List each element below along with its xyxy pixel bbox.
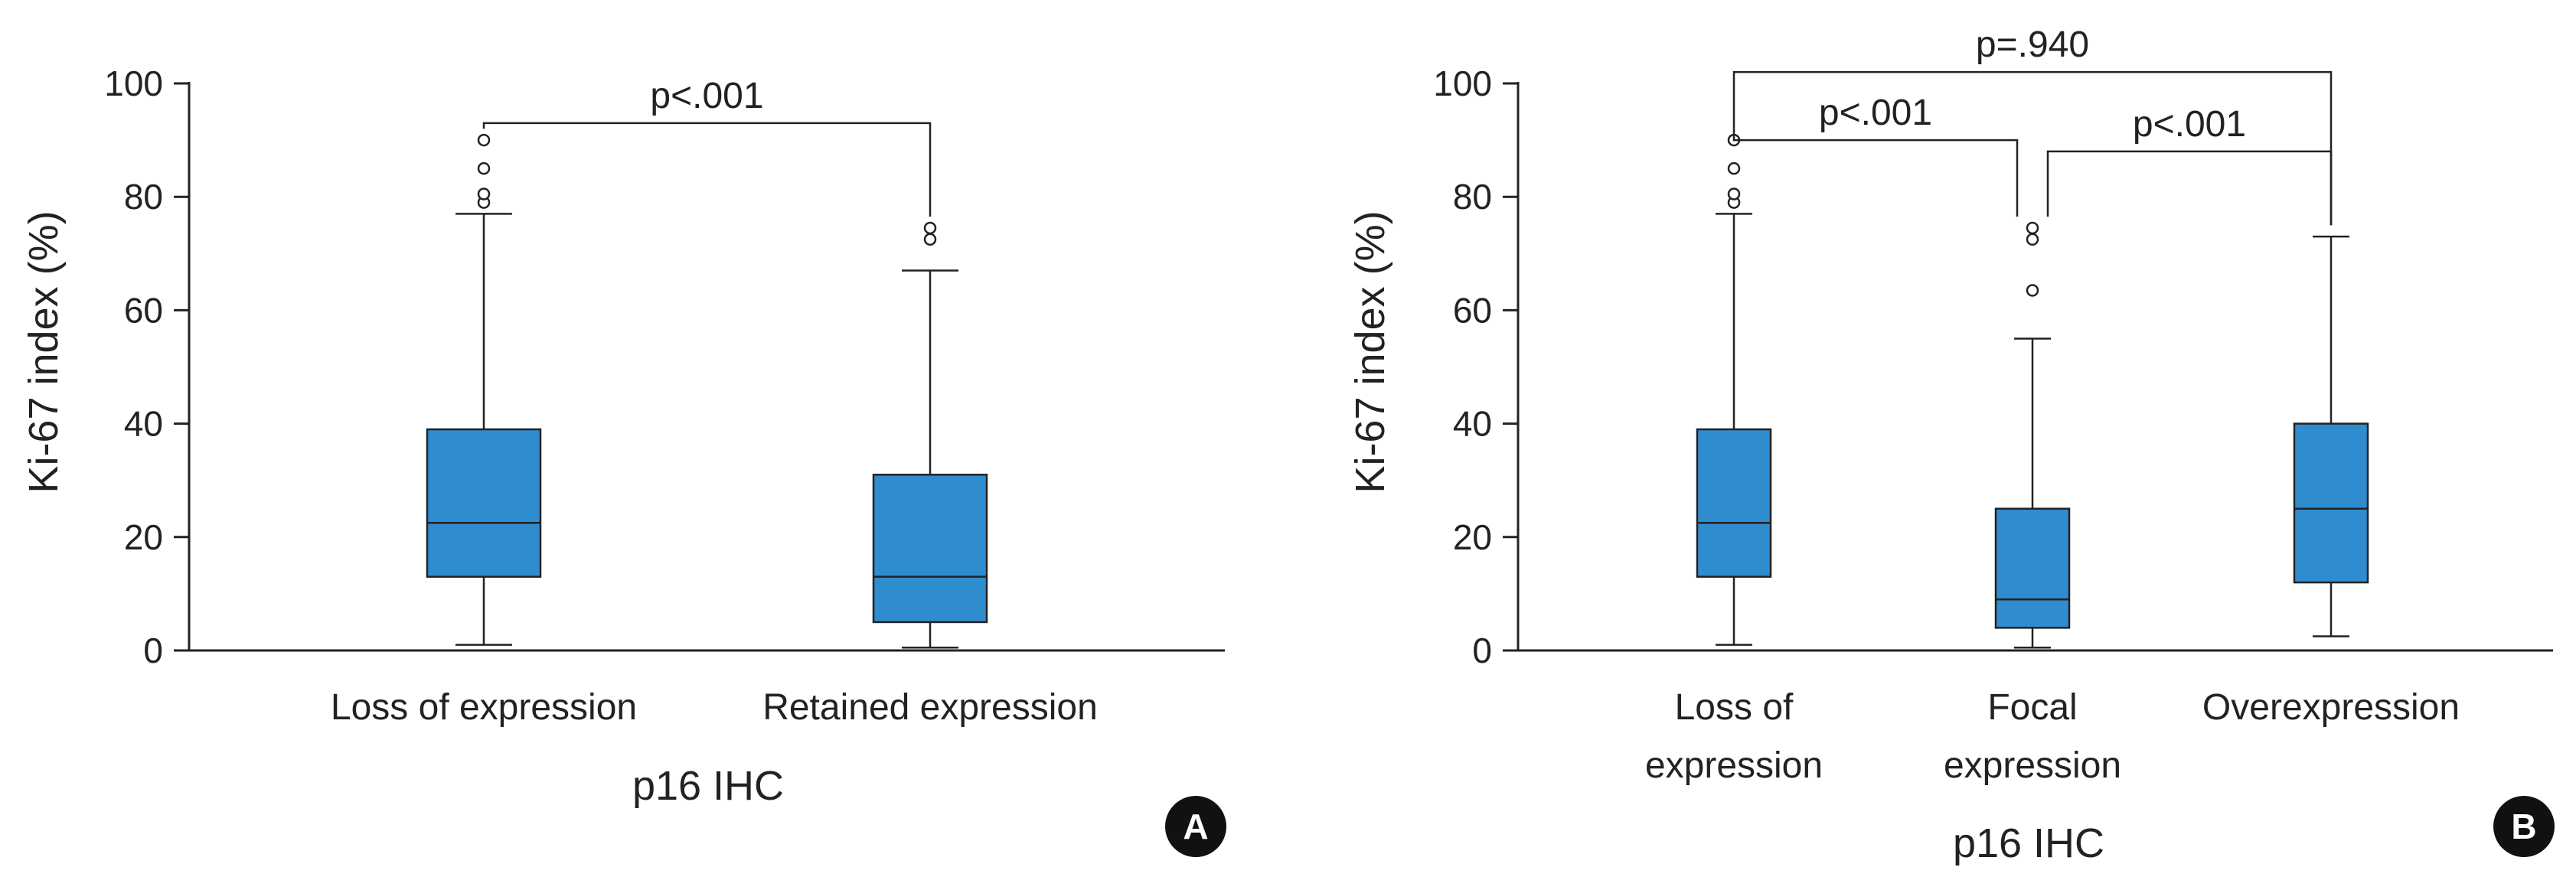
y-tick-label: 60 <box>124 290 163 330</box>
plot-area: 0 20 40 60 80 100 Loss of expression Retained e… <box>104 64 1225 728</box>
panel-a: Ki-67 index (%) 0 20 40 60 80 100 Loss of expr… <box>21 64 1226 857</box>
outlier-point <box>1727 187 1741 200</box>
y-axis-title: Ki-67 index (%) <box>1347 210 1393 493</box>
outlier-point <box>2026 233 2039 246</box>
panel-b: Ki-67 index (%) 0 20 40 60 80 100 Loss of expre… <box>1347 24 2555 866</box>
y-tick-label: 80 <box>1453 177 1492 217</box>
x-axis-title: p16 IHC <box>1953 820 2104 866</box>
category-label: expression <box>1645 745 1823 786</box>
box-group <box>2293 235 2369 637</box>
badge-circle <box>2493 796 2555 857</box>
bracket-line <box>2046 150 2333 226</box>
y-tick-label: 60 <box>1453 290 1492 330</box>
box-iqr <box>872 474 988 624</box>
outlier-point <box>923 221 937 235</box>
y-tick-label: 0 <box>1472 631 1492 670</box>
box-group <box>1696 133 1772 646</box>
box-group <box>426 133 542 646</box>
y-tick-label: 0 <box>143 631 163 670</box>
p-value-label: p=.940 <box>1976 24 2089 65</box>
panel-label: B <box>2511 807 2536 846</box>
outlier-point <box>1727 161 1741 175</box>
category-label: Overexpression <box>2202 687 2460 728</box>
y-tick-label: 20 <box>1453 517 1492 557</box>
y-tick-label: 100 <box>104 64 163 103</box>
box-group <box>872 221 988 649</box>
bracket-line <box>482 122 932 217</box>
box-group <box>1994 221 2071 649</box>
panel-badge: B <box>2493 796 2555 857</box>
category-label: Loss of expression <box>331 687 637 728</box>
p-value-label: p<.001 <box>650 76 763 116</box>
panel-label: A <box>1183 807 1208 846</box>
y-tick-label: 40 <box>124 404 163 444</box>
y-tick-label: 40 <box>1453 404 1492 444</box>
bracket-line <box>1732 129 2019 217</box>
y-axis-title: Ki-67 index (%) <box>21 210 67 493</box>
badge-circle <box>1165 796 1226 857</box>
box-iqr <box>1696 428 1772 578</box>
significance-bracket: p<.001 <box>482 76 932 217</box>
p-value-label: p<.001 <box>1819 93 1932 133</box>
significance-bracket: p<.001 <box>2046 104 2333 226</box>
outlier-point <box>923 233 937 246</box>
significance-bracket: p=.940 <box>1732 24 2333 226</box>
category-label: Focal <box>1987 687 2077 728</box>
box-iqr <box>2293 422 2369 584</box>
outlier-point <box>2026 221 2039 235</box>
bracket-line <box>1732 70 2333 226</box>
y-tick-label: 80 <box>124 177 163 217</box>
box-iqr <box>426 428 542 578</box>
category-label: Retained expression <box>762 687 1098 728</box>
y-tick-label: 20 <box>124 517 163 557</box>
outlier-point <box>477 133 491 147</box>
panel-badge: A <box>1165 796 1226 857</box>
significance-bracket: p<.001 <box>1732 93 2019 217</box>
category-label: Loss of <box>1675 687 1794 728</box>
outlier-point <box>2026 284 2039 297</box>
outlier-point <box>477 187 491 200</box>
plot-area: 0 20 40 60 80 100 Loss of expression Focal expres… <box>1433 24 2553 786</box>
category-label: expression <box>1944 745 2121 786</box>
x-axis-title: p16 IHC <box>632 763 784 809</box>
box-iqr <box>1994 507 2071 629</box>
y-tick-label: 100 <box>1433 64 1492 103</box>
outlier-point <box>477 161 491 175</box>
p-value-label: p<.001 <box>2133 104 2246 145</box>
